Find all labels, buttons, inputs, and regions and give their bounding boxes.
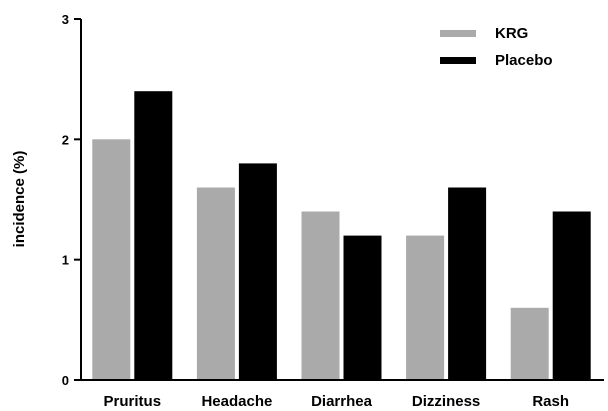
bar-placebo-diarrhea: [343, 235, 382, 380]
y-tick-label: 2: [62, 132, 69, 147]
legend-label-krg: KRG: [495, 25, 528, 42]
bar-placebo-pruritus: [134, 91, 173, 380]
bar-krg-pruritus: [92, 139, 131, 380]
x-tick-label: Diarrhea: [311, 393, 373, 410]
x-tick-label: Pruritus: [104, 393, 162, 410]
y-axis-title: incidence (%): [11, 151, 28, 248]
bar-krg-diarrhea: [301, 211, 340, 380]
x-tick-label: Dizziness: [412, 393, 480, 410]
x-tick-label: Rash: [532, 393, 569, 410]
bar-krg-dizziness: [406, 235, 445, 380]
legend: KRG Placebo: [440, 25, 553, 69]
bar-krg-rash: [510, 307, 549, 380]
legend-label-placebo: Placebo: [495, 52, 553, 69]
plot-area: Pruritus Headache Diarrhea Dizziness Rash 0 1 2…: [62, 12, 604, 410]
legend-swatch-krg: [440, 30, 476, 37]
bar-placebo-rash: [552, 211, 591, 380]
legend-swatch-placebo: [440, 57, 476, 64]
y-tick-label: 3: [62, 12, 69, 27]
x-tick-label: Headache: [201, 393, 272, 410]
bar-krg-headache: [196, 187, 235, 380]
bar-placebo-dizziness: [448, 187, 487, 380]
y-tick-label: 0: [62, 373, 69, 388]
y-tick-label: 1: [62, 253, 69, 268]
bar-placebo-headache: [238, 163, 277, 380]
